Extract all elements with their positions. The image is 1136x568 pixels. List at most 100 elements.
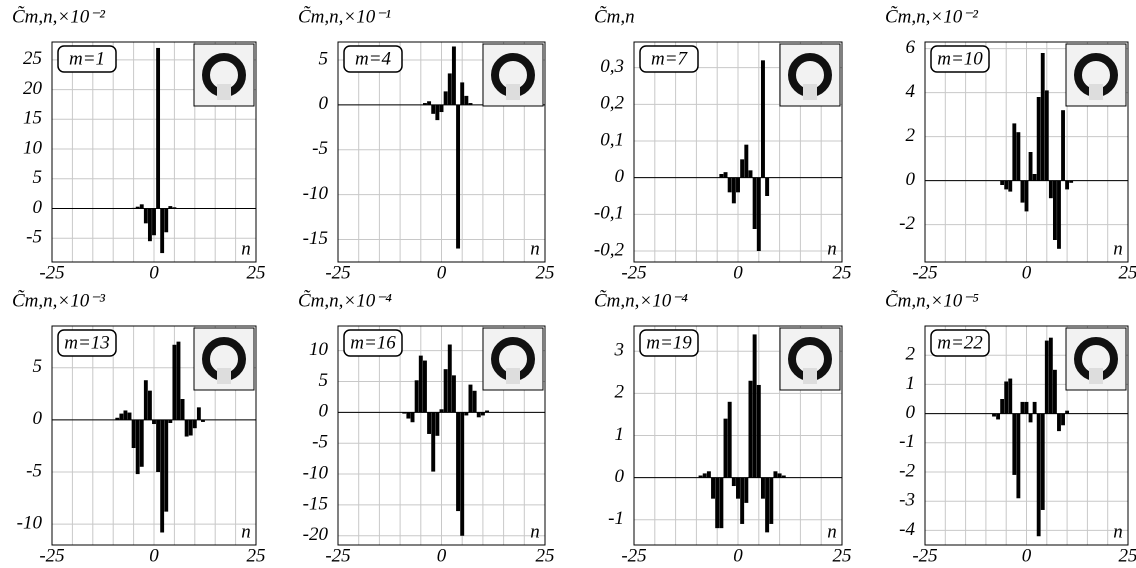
chart-title: C̃m,n [594,6,635,27]
bar [477,412,481,417]
y-tick-label: 10 [23,137,43,158]
bar [707,471,711,477]
y-tick-label: -5 [26,460,42,481]
y-tick-label: -10 [303,183,329,204]
bar [164,420,168,512]
y-tick-label: 5 [33,167,43,188]
y-tick-label: -0,1 [594,203,624,224]
bar [431,105,435,114]
bar [1065,181,1069,190]
bar [1041,53,1045,181]
bar [761,60,765,177]
annotation: m=22 [937,332,983,353]
bar [460,412,464,535]
y-tick-label: 15 [23,108,42,129]
bar [715,478,719,529]
bar [444,91,448,104]
figure: 2520151050-5-25025C̃m,n,×10⁻²m=1n50-5-10… [0,0,1136,568]
x-tick-label: -25 [325,262,350,283]
bar [136,420,140,474]
bar [411,412,415,422]
bar [782,476,786,478]
x-tick-label: -25 [621,262,646,283]
bar [1069,181,1073,183]
bar [181,399,185,420]
bar [435,105,439,120]
y-tick-label: -20 [303,524,329,545]
inset-gap [217,368,231,384]
x-tick-label: 0 [1022,262,1032,283]
bar [115,418,119,420]
x-tick-label: 25 [1119,262,1136,283]
bar [773,471,777,477]
inset-gap [217,84,231,100]
y-tick-label: 0,1 [600,129,624,150]
x-tick-label: 25 [247,262,266,283]
chart-title: C̃m,n,×10⁻⁴ [298,290,392,311]
y-tick-label: -5 [26,227,42,248]
bar [427,101,431,105]
x-axis-label: n [530,238,540,259]
y-tick-label: 0 [906,169,916,190]
bar [744,478,748,503]
bar [140,420,144,467]
bar [757,178,761,251]
y-tick-label: 20 [23,78,43,99]
x-tick-label: -25 [912,545,937,566]
bar [699,476,703,478]
chart-title: C̃m,n,×10⁻³ [12,290,105,311]
bar [732,178,736,204]
bar [419,356,423,413]
bar [177,342,181,420]
y-tick-label: 0 [33,408,43,429]
x-axis-label: n [827,238,837,259]
bar [193,420,197,428]
y-tick-label: -5 [312,138,328,159]
annotation: m=13 [64,332,110,353]
inset-gap [506,368,520,384]
bar [128,413,132,420]
chart-title: C̃m,n,×10⁻¹ [298,6,391,27]
y-tick-label: 2 [615,382,625,403]
y-tick-label: 0 [906,402,916,423]
bar [1037,97,1041,181]
bar [469,385,473,413]
bar [724,419,728,478]
bar [1053,370,1057,414]
x-tick-label: -25 [39,545,64,566]
y-tick-label: 5 [319,48,329,69]
bar [1041,414,1045,510]
bar [469,103,473,105]
chart-title: C̃m,n,×10⁻² [885,6,978,27]
x-tick-label: -25 [39,262,64,283]
y-tick-label: 0 [319,93,329,114]
bar [168,420,172,423]
bar [761,478,765,499]
panel: 6420-2-25025C̃m,n,×10⁻²m=10n [885,6,1136,283]
bar [201,420,205,422]
bar [423,361,427,413]
bar [1057,414,1061,432]
y-tick-label: 5 [319,370,329,391]
panel: 50-5-10-15-25025C̃m,n,×10⁻¹m=4n [298,6,555,283]
bar [703,473,707,477]
bar [1037,414,1041,537]
x-tick-label: 25 [247,545,266,566]
x-tick-label: 25 [536,545,555,566]
y-tick-label: 2 [906,344,916,365]
bar [749,381,753,478]
bar [1012,414,1016,475]
annotation: m=16 [350,332,396,353]
annotation: m=4 [355,48,392,69]
bar [744,145,748,178]
bar [765,478,769,533]
x-tick-label: 0 [149,545,159,566]
bar [427,412,431,434]
x-tick-label: 0 [733,545,743,566]
bar [1029,152,1033,181]
bar [992,414,996,417]
bar [711,478,715,499]
bar [1053,181,1057,240]
x-tick-label: 0 [437,545,447,566]
bar [448,345,452,413]
